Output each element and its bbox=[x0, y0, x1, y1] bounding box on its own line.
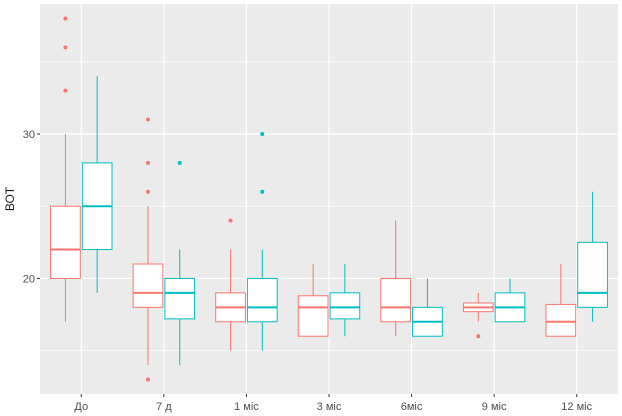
boxes-layer bbox=[50, 16, 608, 382]
box-rect bbox=[380, 277, 412, 323]
box-group bbox=[380, 220, 412, 337]
box-rect bbox=[297, 295, 329, 337]
box-rect bbox=[545, 303, 577, 337]
outlier-point bbox=[145, 117, 150, 122]
box-rect bbox=[164, 277, 196, 320]
outlier-point bbox=[228, 218, 233, 223]
y-tick-label: 30 bbox=[23, 129, 35, 141]
outlier-point bbox=[260, 132, 265, 136]
outlier-point bbox=[63, 16, 68, 21]
box-rect bbox=[132, 263, 164, 308]
gridlines bbox=[40, 4, 618, 394]
box-group bbox=[577, 191, 608, 322]
box-group bbox=[132, 117, 164, 382]
x-tick-label: 12 міс bbox=[561, 401, 592, 413]
x-tick-label: До bbox=[74, 401, 88, 413]
outlier-point bbox=[145, 377, 150, 382]
y-axis-title: ВОТ bbox=[3, 186, 17, 211]
box-group bbox=[164, 160, 196, 366]
box-group bbox=[215, 218, 246, 351]
box-rect bbox=[50, 205, 81, 279]
box-group bbox=[81, 76, 113, 293]
outlier-point bbox=[260, 189, 265, 194]
box-group bbox=[50, 16, 81, 322]
box-rect bbox=[577, 241, 608, 308]
box-group bbox=[297, 264, 329, 337]
outlier-point bbox=[145, 189, 150, 194]
box-rect bbox=[246, 277, 278, 323]
outlier-point bbox=[63, 45, 68, 50]
box-group bbox=[462, 292, 494, 339]
outlier-point bbox=[145, 160, 150, 165]
box-rect bbox=[329, 292, 361, 320]
box-group bbox=[545, 264, 577, 337]
outlier-point bbox=[177, 160, 182, 165]
x-axis-ticks: До 7 д 1 міс 3 міс 6міс 9 міс 12 міс bbox=[74, 394, 593, 413]
box-group bbox=[246, 132, 278, 351]
outlier-point bbox=[476, 334, 481, 339]
x-tick-label: 7 д bbox=[156, 401, 172, 413]
box-group bbox=[412, 278, 443, 337]
x-tick-label: 6міс bbox=[401, 401, 423, 413]
box-group bbox=[494, 278, 526, 323]
x-tick-label: 3 міс bbox=[317, 401, 342, 413]
x-tick-label: 1 міс bbox=[234, 401, 259, 413]
outlier-point bbox=[63, 88, 68, 93]
y-tick-label: 20 bbox=[23, 273, 35, 285]
box-group bbox=[329, 264, 361, 337]
x-tick-label: 9 міс bbox=[482, 401, 507, 413]
